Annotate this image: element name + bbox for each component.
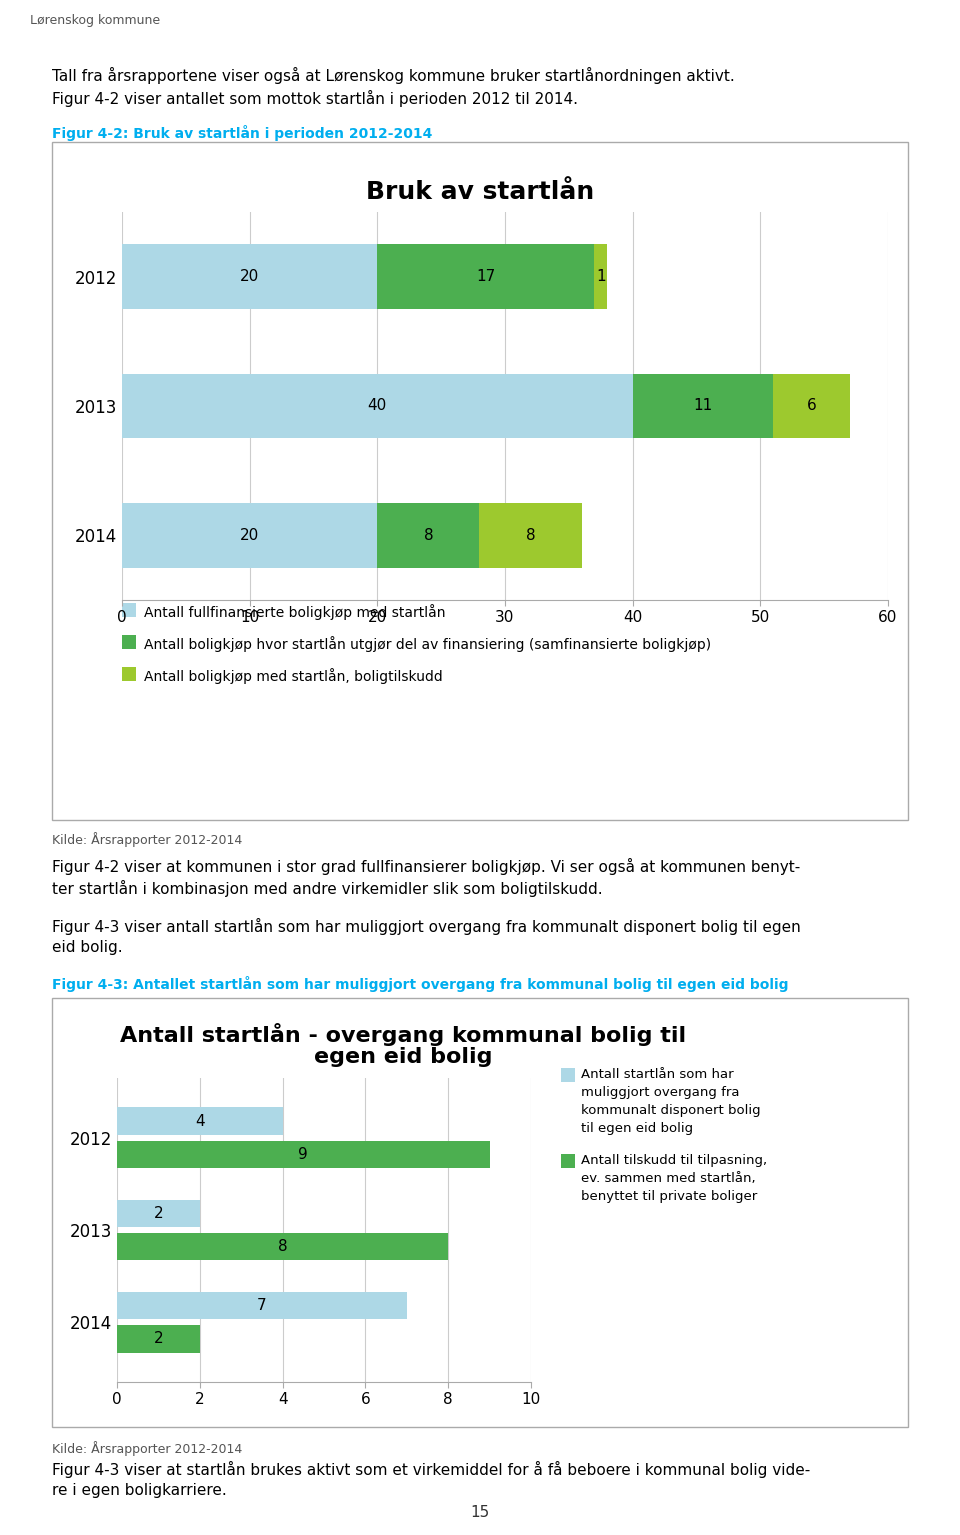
Text: 1: 1 bbox=[596, 269, 606, 284]
Text: Figur 4-2 viser at kommunen i stor grad fullfinansierer boligkjøp. Vi ser også a: Figur 4-2 viser at kommunen i stor grad … bbox=[52, 858, 801, 875]
Text: til egen eid bolig: til egen eid bolig bbox=[581, 1122, 693, 1134]
Text: 20: 20 bbox=[240, 269, 259, 284]
Text: Kilde: Årsrapporter 2012-2014: Kilde: Årsrapporter 2012-2014 bbox=[52, 1441, 242, 1457]
Bar bbox=[122, 503, 377, 568]
Bar bbox=[117, 1199, 200, 1228]
Text: 2: 2 bbox=[154, 1331, 163, 1346]
Text: eid bolig.: eid bolig. bbox=[52, 939, 123, 955]
Text: Antall startlån - overgang kommunal bolig til: Antall startlån - overgang kommunal boli… bbox=[120, 1022, 686, 1045]
Bar bbox=[561, 1154, 575, 1168]
Text: Antall fullfinansierte boligkjøp med startlån: Antall fullfinansierte boligkjøp med sta… bbox=[144, 603, 445, 620]
Text: benyttet til private boliger: benyttet til private boliger bbox=[581, 1190, 757, 1203]
Text: 20: 20 bbox=[240, 528, 259, 543]
Text: ev. sammen med startlån,: ev. sammen med startlån, bbox=[581, 1173, 756, 1185]
Text: 15: 15 bbox=[470, 1504, 490, 1520]
Bar bbox=[122, 668, 136, 682]
Bar bbox=[377, 503, 479, 568]
Bar bbox=[122, 373, 633, 439]
Bar bbox=[52, 143, 908, 820]
Text: Antall tilskudd til tilpasning,: Antall tilskudd til tilpasning, bbox=[581, 1154, 767, 1167]
Bar bbox=[117, 1233, 448, 1260]
Bar bbox=[561, 1068, 575, 1082]
Text: ter startlån i kombinasjon med andre virkemidler slik som boligtilskudd.: ter startlån i kombinasjon med andre vir… bbox=[52, 880, 603, 896]
Text: muliggjort overgang fra: muliggjort overgang fra bbox=[581, 1085, 739, 1099]
Text: kommunalt disponert bolig: kommunalt disponert bolig bbox=[581, 1104, 760, 1117]
Text: Lørenskog kommune: Lørenskog kommune bbox=[30, 14, 160, 28]
Text: egen eid bolig: egen eid bolig bbox=[314, 1047, 492, 1067]
Bar bbox=[594, 244, 607, 309]
Bar bbox=[117, 1325, 200, 1352]
Text: Antall boligkjøp med startlån, boligtilskudd: Antall boligkjøp med startlån, boligtils… bbox=[144, 668, 443, 685]
Text: Figur 4-2: Bruk av startlån i perioden 2012-2014: Figur 4-2: Bruk av startlån i perioden 2… bbox=[52, 124, 432, 141]
Bar bbox=[117, 1141, 490, 1168]
Text: 8: 8 bbox=[526, 528, 536, 543]
Text: 2: 2 bbox=[154, 1207, 163, 1220]
Bar bbox=[122, 635, 136, 649]
Text: Figur 4-2 viser antallet som mottok startlån i perioden 2012 til 2014.: Figur 4-2 viser antallet som mottok star… bbox=[52, 91, 578, 107]
Bar bbox=[377, 244, 594, 309]
Text: Kilde: Årsrapporter 2012-2014: Kilde: Årsrapporter 2012-2014 bbox=[52, 832, 242, 847]
Bar bbox=[633, 373, 773, 439]
Text: 17: 17 bbox=[476, 269, 495, 284]
Bar bbox=[117, 1107, 282, 1134]
Text: 9: 9 bbox=[299, 1147, 308, 1162]
Text: Bruk av startlån: Bruk av startlån bbox=[366, 180, 594, 204]
Bar bbox=[52, 998, 908, 1428]
Text: Figur 4-3 viser at startlån brukes aktivt som et virkemiddel for å få beboere i : Figur 4-3 viser at startlån brukes aktiv… bbox=[52, 1461, 810, 1478]
Text: 8: 8 bbox=[423, 528, 433, 543]
Bar bbox=[479, 503, 582, 568]
Bar bbox=[117, 1292, 407, 1320]
Text: 40: 40 bbox=[368, 399, 387, 413]
Bar bbox=[122, 603, 136, 617]
Text: Antall boligkjøp hvor startlån utgjør del av finansiering (samfinansierte boligk: Antall boligkjøp hvor startlån utgjør de… bbox=[144, 635, 711, 652]
Text: Figur 4-3: Antallet startlån som har muliggjort overgang fra kommunal bolig til : Figur 4-3: Antallet startlån som har mul… bbox=[52, 976, 788, 992]
Text: 8: 8 bbox=[277, 1239, 287, 1254]
Text: re i egen boligkarriere.: re i egen boligkarriere. bbox=[52, 1483, 227, 1498]
Bar bbox=[773, 373, 850, 439]
Text: 4: 4 bbox=[195, 1114, 204, 1128]
Text: Antall startlån som har: Antall startlån som har bbox=[581, 1068, 733, 1081]
Text: 11: 11 bbox=[693, 399, 712, 413]
Text: 7: 7 bbox=[257, 1299, 267, 1312]
Text: 6: 6 bbox=[806, 399, 816, 413]
Text: Figur 4-3 viser antall startlån som har muliggjort overgang fra kommunalt dispon: Figur 4-3 viser antall startlån som har … bbox=[52, 918, 801, 935]
Text: Tall fra årsrapportene viser også at Lørenskog kommune bruker startlånordningen : Tall fra årsrapportene viser også at Lør… bbox=[52, 68, 734, 84]
Bar bbox=[122, 244, 377, 309]
